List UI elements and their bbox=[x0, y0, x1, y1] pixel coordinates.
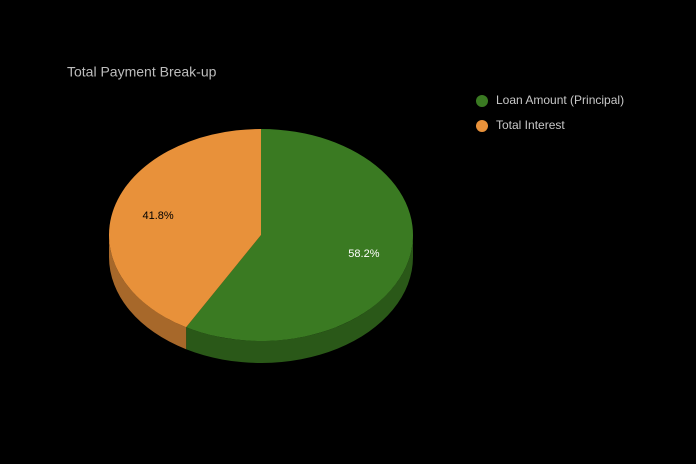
slice bbox=[108, 129, 261, 328]
legend-swatch bbox=[476, 95, 488, 107]
slice-side bbox=[109, 235, 187, 350]
legend-label: Loan Amount (Principal) bbox=[496, 93, 624, 107]
slice-side bbox=[186, 235, 413, 364]
value-label: 58.2% bbox=[348, 248, 379, 260]
legend-swatch bbox=[476, 120, 488, 132]
value-label: 41.8% bbox=[143, 210, 174, 222]
legend-label: Total Interest bbox=[496, 118, 565, 132]
slice bbox=[186, 129, 414, 341]
chart-title: Total Payment Break-up bbox=[67, 64, 217, 80]
